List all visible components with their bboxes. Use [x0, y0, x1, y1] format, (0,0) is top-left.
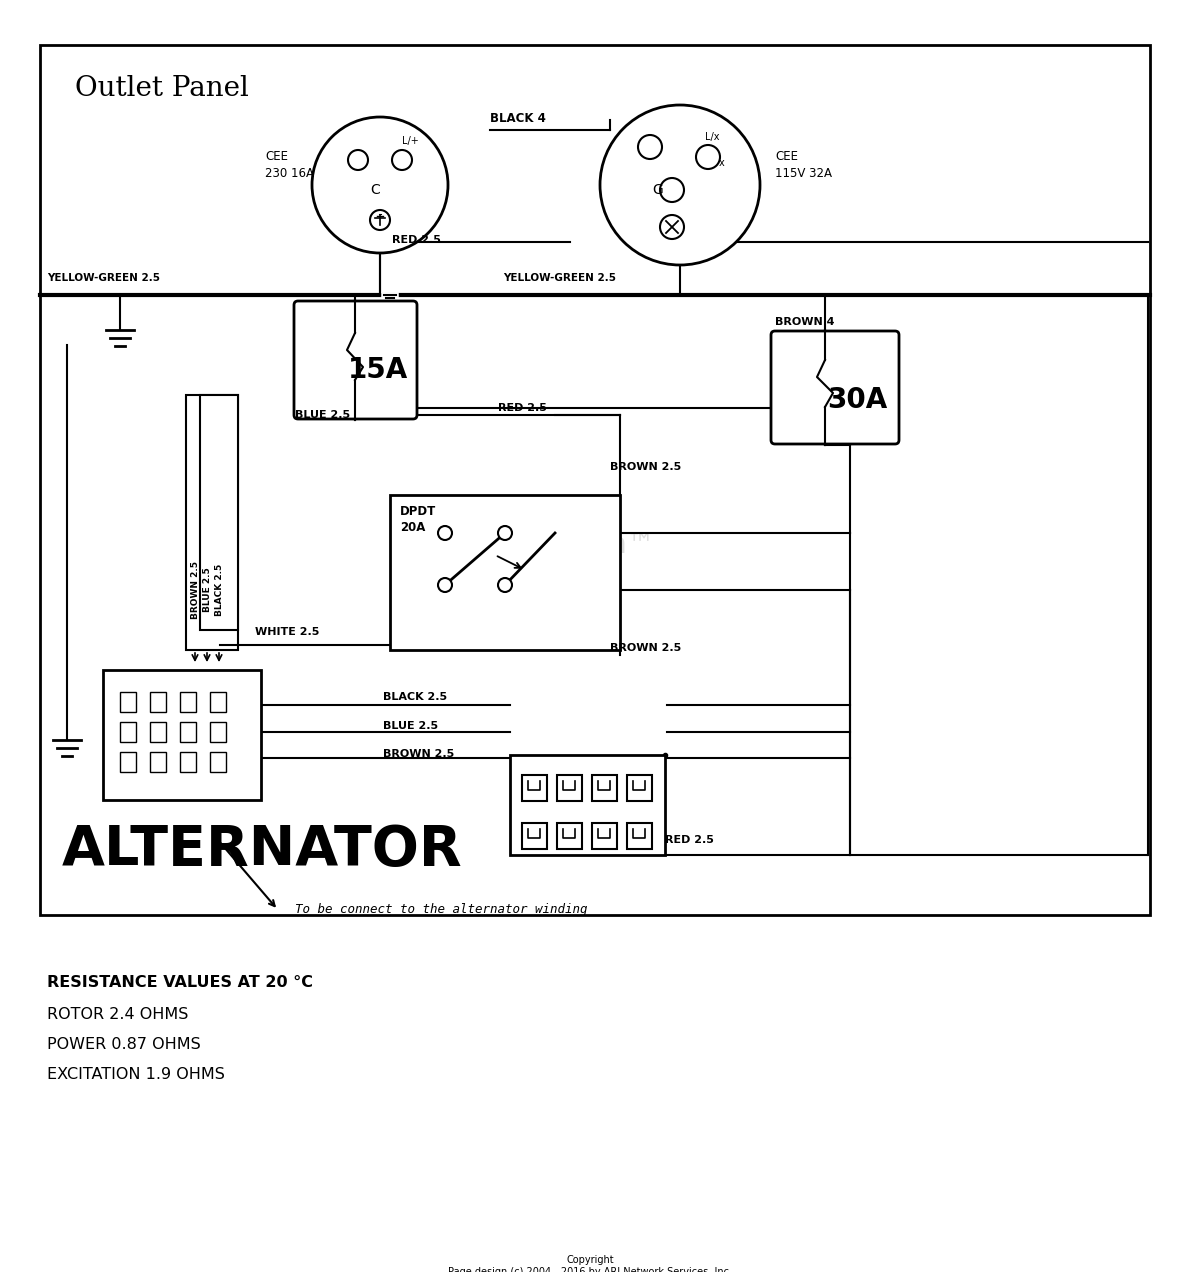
Circle shape — [498, 527, 512, 541]
Text: BROWN 2.5: BROWN 2.5 — [384, 749, 454, 759]
Text: Copyright
Page design (c) 2004 - 2016 by ARI Network Services, Inc.: Copyright Page design (c) 2004 - 2016 by… — [448, 1255, 732, 1272]
Text: BLACK 4: BLACK 4 — [490, 112, 546, 125]
Bar — [592, 823, 617, 848]
Bar — [557, 823, 582, 848]
Circle shape — [660, 178, 684, 202]
Text: YELLOW-GREEN 2.5: YELLOW-GREEN 2.5 — [47, 273, 160, 282]
Text: L/+: L/+ — [402, 136, 419, 146]
Bar — [557, 775, 582, 801]
Circle shape — [312, 117, 448, 253]
Circle shape — [371, 210, 391, 230]
Text: To be connect to the alternator winding: To be connect to the alternator winding — [295, 903, 588, 917]
Bar — [120, 692, 136, 712]
Circle shape — [599, 106, 760, 265]
Text: ARI PartStream™: ARI PartStream™ — [415, 530, 654, 558]
Text: BROWN 2.5: BROWN 2.5 — [610, 644, 681, 653]
Bar — [186, 396, 238, 650]
Bar — [150, 752, 166, 772]
Circle shape — [638, 135, 662, 159]
Text: Outlet Panel: Outlet Panel — [76, 75, 249, 102]
Text: EXCITATION 1.9 OHMS: EXCITATION 1.9 OHMS — [47, 1067, 225, 1082]
Text: ROTOR 2.4 OHMS: ROTOR 2.4 OHMS — [47, 1007, 189, 1021]
Text: POWER 0.87 OHMS: POWER 0.87 OHMS — [47, 1037, 201, 1052]
Circle shape — [438, 577, 452, 591]
Text: 30A: 30A — [827, 385, 887, 413]
Circle shape — [392, 150, 412, 170]
Circle shape — [438, 527, 452, 541]
Text: BLUE 2.5: BLUE 2.5 — [384, 721, 438, 731]
Text: WHITE 2.5: WHITE 2.5 — [255, 627, 320, 637]
Text: BLACK 2.5: BLACK 2.5 — [384, 692, 447, 702]
Circle shape — [498, 577, 512, 591]
FancyBboxPatch shape — [391, 495, 620, 650]
Text: BLACK 2.5: BLACK 2.5 — [215, 563, 223, 616]
Circle shape — [348, 150, 368, 170]
Bar — [181, 692, 196, 712]
Text: BROWN 2.5: BROWN 2.5 — [190, 561, 199, 619]
Circle shape — [696, 145, 720, 169]
Bar — [592, 775, 617, 801]
Bar — [150, 722, 166, 742]
Bar — [199, 396, 238, 630]
Text: BLUE 2.5: BLUE 2.5 — [295, 410, 350, 420]
Text: BROWN 2.5: BROWN 2.5 — [610, 462, 681, 472]
Bar — [150, 692, 166, 712]
Text: L/x: L/x — [704, 132, 720, 142]
Text: BLUE 2.5: BLUE 2.5 — [203, 567, 211, 612]
Text: ALTERNATOR: ALTERNATOR — [63, 823, 463, 876]
Text: x: x — [719, 158, 725, 168]
Text: RED 2.5: RED 2.5 — [392, 235, 441, 245]
Bar — [522, 775, 548, 801]
Text: CEE
230 16A: CEE 230 16A — [266, 150, 314, 181]
Text: CEE
115V 32A: CEE 115V 32A — [775, 150, 832, 181]
Bar — [181, 752, 196, 772]
Text: C: C — [371, 183, 380, 197]
Text: RED 2.5: RED 2.5 — [666, 834, 714, 845]
FancyBboxPatch shape — [771, 331, 899, 444]
Bar — [627, 775, 653, 801]
FancyBboxPatch shape — [294, 301, 417, 418]
Text: BROWN 4: BROWN 4 — [775, 317, 834, 327]
Bar — [522, 823, 548, 848]
Text: YELLOW-GREEN 2.5: YELLOW-GREEN 2.5 — [503, 273, 616, 282]
Bar — [120, 722, 136, 742]
Bar — [210, 722, 227, 742]
Bar — [210, 752, 227, 772]
Bar — [627, 823, 653, 848]
Text: RED 2.5: RED 2.5 — [498, 403, 546, 413]
Bar — [40, 45, 1150, 915]
Circle shape — [660, 215, 684, 239]
Text: DPDT
20A: DPDT 20A — [400, 505, 437, 534]
Text: RESISTANCE VALUES AT 20 °C: RESISTANCE VALUES AT 20 °C — [47, 976, 313, 990]
Bar — [210, 692, 227, 712]
Text: 15A: 15A — [348, 356, 408, 384]
Text: G: G — [653, 183, 663, 197]
Bar — [181, 722, 196, 742]
Bar — [120, 752, 136, 772]
Bar — [510, 756, 666, 855]
Bar — [103, 670, 261, 800]
